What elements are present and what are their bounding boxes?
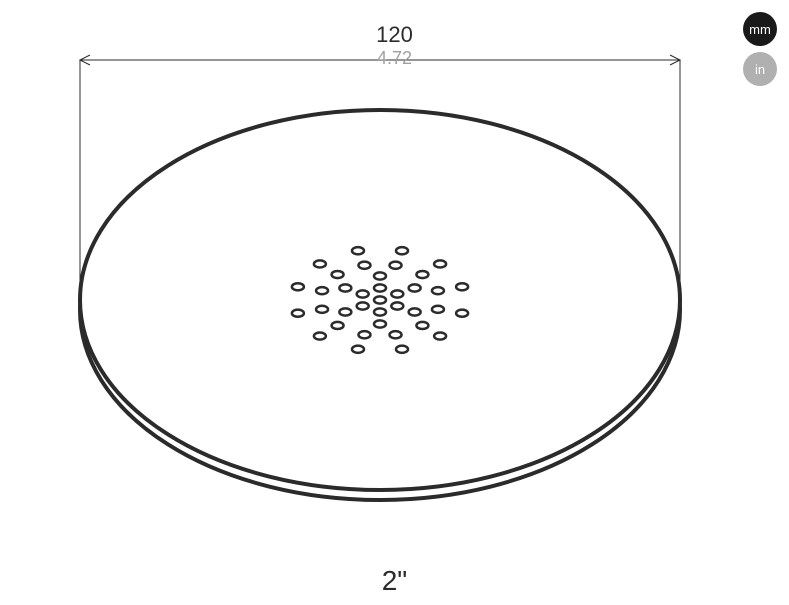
size-label: 2" xyxy=(0,565,789,597)
dimension-label-block: 120 4.72 xyxy=(0,22,789,69)
unit-in-label: in xyxy=(755,62,765,77)
unit-in-button[interactable]: in xyxy=(743,52,777,86)
disc-outline xyxy=(80,110,680,500)
unit-mm-label: mm xyxy=(749,22,771,37)
dimension-in-value: 4.72 xyxy=(0,48,789,69)
dimension-mm-value: 120 xyxy=(0,22,789,48)
diagram-canvas: 120 4.72 2" mm in xyxy=(0,0,789,605)
unit-mm-button[interactable]: mm xyxy=(743,12,777,46)
product-diagram xyxy=(0,0,789,605)
unit-toggle: mm in xyxy=(743,12,777,86)
